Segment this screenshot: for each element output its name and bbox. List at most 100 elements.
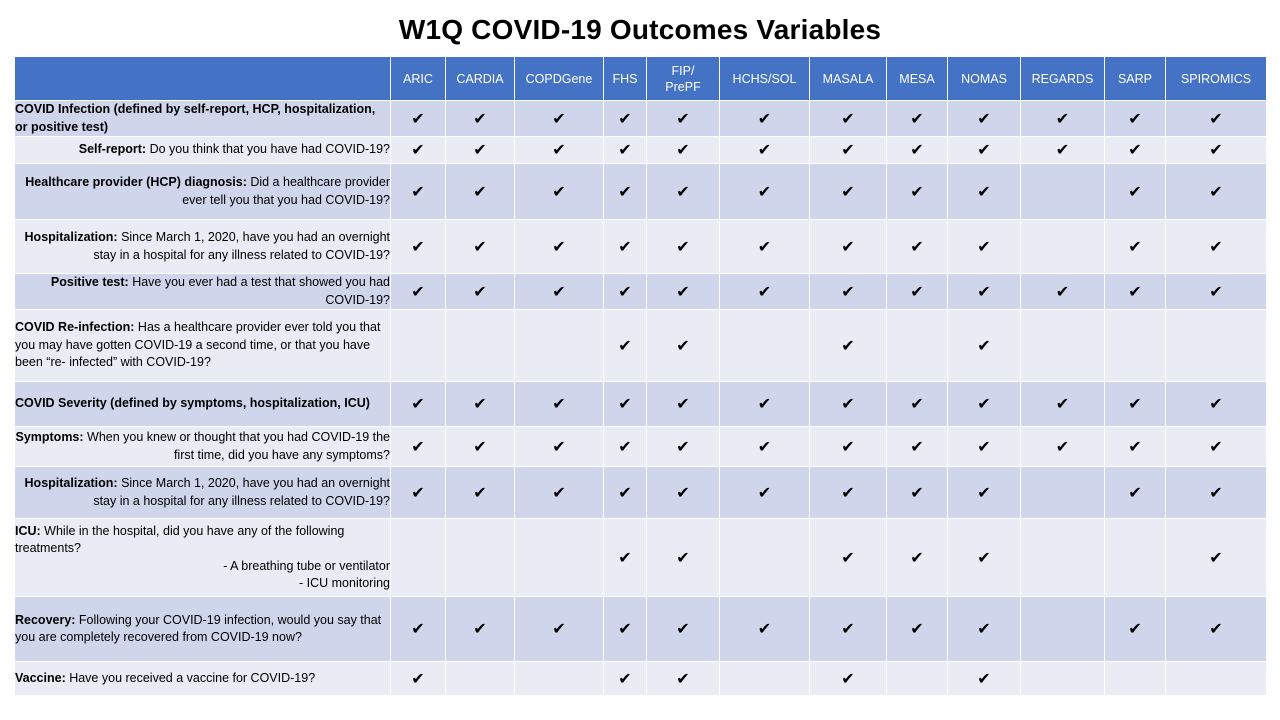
empty-cell — [390, 518, 446, 597]
check-icon: ✔ — [603, 381, 647, 427]
check-icon: ✔ — [445, 136, 515, 164]
check-icon: ✔ — [886, 273, 948, 310]
column-header: FIP/ PrePF — [646, 56, 720, 101]
question-cell: Self-report: Do you think that you have … — [14, 136, 391, 164]
check-icon: ✔ — [603, 100, 647, 137]
check-icon: ✔ — [1165, 466, 1267, 519]
column-header: HCHS/SOL — [719, 56, 810, 101]
question-cell: Hospitalization: Since March 1, 2020, ha… — [14, 466, 391, 519]
check-icon: ✔ — [809, 466, 887, 519]
check-icon: ✔ — [646, 309, 720, 382]
empty-cell — [1104, 518, 1166, 597]
check-icon: ✔ — [445, 596, 515, 662]
check-icon: ✔ — [603, 466, 647, 519]
check-icon: ✔ — [719, 136, 810, 164]
empty-cell — [886, 309, 948, 382]
check-icon: ✔ — [390, 466, 446, 519]
question-cell: Hospitalization: Since March 1, 2020, ha… — [14, 219, 391, 274]
check-icon: ✔ — [514, 381, 604, 427]
empty-cell — [1165, 661, 1267, 696]
check-icon: ✔ — [603, 426, 647, 467]
header-corner-cell — [14, 56, 391, 101]
check-icon: ✔ — [809, 136, 887, 164]
empty-cell — [514, 518, 604, 597]
empty-cell — [1020, 466, 1105, 519]
check-icon: ✔ — [886, 518, 948, 597]
check-icon: ✔ — [646, 100, 720, 137]
empty-cell — [1020, 596, 1105, 662]
empty-cell — [1165, 309, 1267, 382]
question-cell: Positive test: Have you ever had a test … — [14, 273, 391, 310]
question-text: Has a healthcare provider ever told you … — [15, 320, 381, 370]
question-label: Symptoms: — [15, 430, 84, 444]
check-icon: ✔ — [514, 163, 604, 220]
table-row: Hospitalization: Since March 1, 2020, ha… — [14, 219, 1267, 274]
question-text: Since March 1, 2020, have you had an ove… — [93, 230, 390, 262]
check-icon: ✔ — [809, 381, 887, 427]
check-icon: ✔ — [1104, 163, 1166, 220]
table-row: Healthcare provider (HCP) diagnosis: Did… — [14, 163, 1267, 220]
check-icon: ✔ — [603, 309, 647, 382]
table-row: Symptoms: When you knew or thought that … — [14, 426, 1267, 467]
empty-cell — [719, 661, 810, 696]
check-icon: ✔ — [809, 309, 887, 382]
check-icon: ✔ — [947, 518, 1021, 597]
empty-cell — [1020, 163, 1105, 220]
question-text: Have you ever had a test that showed you… — [128, 275, 390, 307]
check-icon: ✔ — [1104, 381, 1166, 427]
check-icon: ✔ — [719, 163, 810, 220]
check-icon: ✔ — [514, 466, 604, 519]
table-row: COVID Infection (defined by self-report,… — [14, 100, 1267, 137]
check-icon: ✔ — [646, 426, 720, 467]
check-icon: ✔ — [514, 596, 604, 662]
question-text: Since March 1, 2020, have you had an ove… — [93, 476, 390, 508]
column-header: MESA — [886, 56, 948, 101]
column-header: NOMAS — [947, 56, 1021, 101]
header-row: ARIC CARDIA COPDGene FHS FIP/ PrePF HCHS… — [14, 56, 1267, 101]
check-icon: ✔ — [809, 219, 887, 274]
question-label: COVID Re-infection: — [15, 320, 135, 335]
question-text: Do you think that you have had COVID-19? — [146, 142, 390, 157]
table-row: Vaccine: Have you received a vaccine for… — [14, 661, 1267, 696]
empty-cell — [886, 661, 948, 696]
check-icon: ✔ — [947, 219, 1021, 274]
question-label: COVID Infection (defined by self-report,… — [15, 102, 376, 134]
empty-cell — [514, 309, 604, 382]
check-icon: ✔ — [445, 163, 515, 220]
empty-cell — [1020, 309, 1105, 382]
question-cell: COVID Re-infection: Has a healthcare pro… — [14, 309, 391, 382]
question-bullet: - A breathing tube or ventilator — [223, 558, 390, 573]
question-cell: ICU: While in the hospital, did you have… — [14, 518, 391, 597]
check-icon: ✔ — [603, 273, 647, 310]
table-row: Recovery: Following your COVID-19 infect… — [14, 596, 1267, 662]
check-icon: ✔ — [947, 100, 1021, 137]
check-icon: ✔ — [947, 273, 1021, 310]
question-cell: Vaccine: Have you received a vaccine for… — [14, 661, 391, 696]
check-icon: ✔ — [719, 596, 810, 662]
check-icon: ✔ — [1165, 219, 1267, 274]
check-icon: ✔ — [1020, 100, 1105, 137]
page-title: W1Q COVID-19 Outcomes Variables — [398, 14, 882, 45]
check-icon: ✔ — [947, 381, 1021, 427]
outcomes-table: ARIC CARDIA COPDGene FHS FIP/ PrePF HCHS… — [14, 56, 1267, 696]
empty-cell — [1020, 219, 1105, 274]
check-icon: ✔ — [390, 661, 446, 696]
question-label: ICU: — [15, 523, 41, 538]
check-icon: ✔ — [886, 219, 948, 274]
check-icon: ✔ — [1020, 381, 1105, 427]
check-icon: ✔ — [603, 596, 647, 662]
check-icon: ✔ — [809, 426, 887, 467]
check-icon: ✔ — [1020, 273, 1105, 310]
column-header: COPDGene — [514, 56, 604, 101]
question-label: Hospitalization: — [24, 476, 118, 490]
check-icon: ✔ — [514, 273, 604, 310]
check-icon: ✔ — [390, 381, 446, 427]
check-icon: ✔ — [646, 596, 720, 662]
check-icon: ✔ — [1165, 136, 1267, 164]
table-row: Positive test: Have you ever had a test … — [14, 273, 1267, 310]
check-icon: ✔ — [646, 518, 720, 597]
check-icon: ✔ — [1165, 163, 1267, 220]
check-icon: ✔ — [719, 100, 810, 137]
check-icon: ✔ — [1104, 466, 1166, 519]
check-icon: ✔ — [1165, 426, 1267, 467]
